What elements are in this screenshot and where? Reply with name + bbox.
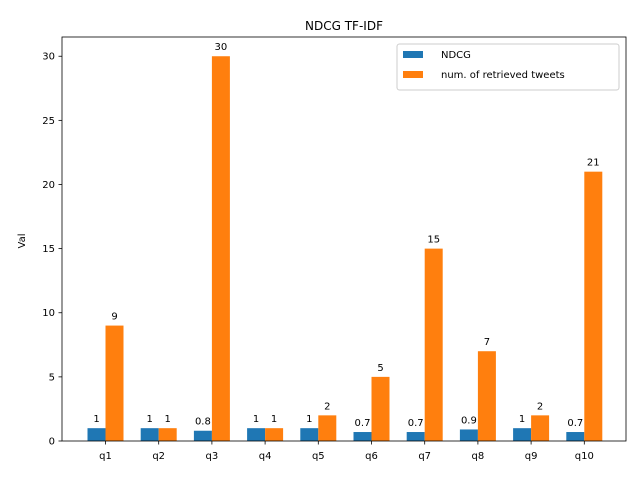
- data-label-retrieved-q6: 5: [377, 363, 383, 374]
- x-tick-label-q10: q10: [575, 451, 594, 462]
- x-tick-label-q5: q5: [312, 451, 325, 462]
- data-label-ndcg-q10: 0.7: [567, 418, 583, 429]
- bar-ndcg-q7: [406, 432, 425, 441]
- bar-retrieved-q4: [265, 428, 284, 441]
- x-tick-label-q4: q4: [259, 451, 272, 462]
- data-label-ndcg-q8: 0.9: [461, 415, 477, 426]
- chart-title: NDCG TF-IDF: [305, 19, 383, 33]
- data-label-ndcg-q6: 0.7: [355, 418, 371, 429]
- x-tick-label-q7: q7: [418, 451, 431, 462]
- data-label-retrieved-q1: 9: [111, 312, 117, 323]
- bar-ndcg-q2: [140, 428, 159, 441]
- data-label-retrieved-q9: 2: [537, 401, 543, 412]
- legend-box: [396, 43, 620, 91]
- data-label-ndcg-q5: 1: [306, 414, 312, 425]
- x-axis-ticks: q1 q2 q3 q4 q5 q6 q7 q8 q9 q10: [99, 441, 594, 462]
- x-tick-label-q2: q2: [152, 451, 165, 462]
- data-label-retrieved-q10: 21: [587, 158, 600, 169]
- data-label-ndcg-q7: 0.7: [408, 418, 424, 429]
- bar-ndcg-q6: [353, 432, 372, 441]
- bar-ndcg-q9: [513, 428, 532, 441]
- bar-ndcg-q10: [566, 432, 585, 441]
- bar-retrieved-q8: [477, 351, 496, 441]
- y-tick-label-10: 10: [42, 308, 55, 319]
- bar-retrieved-q5: [318, 415, 337, 441]
- bar-retrieved-q6: [371, 376, 390, 441]
- bar-retrieved-q7: [424, 248, 443, 441]
- plot-frame: [61, 36, 627, 442]
- y-tick-label-5: 5: [49, 372, 55, 383]
- bar-ndcg-q3: [193, 430, 212, 441]
- data-label-ndcg-q4: 1: [253, 414, 259, 425]
- bar-ndcg-q1: [87, 428, 106, 441]
- y-tick-label-30: 30: [42, 52, 55, 63]
- legend-swatch-retrieved: [403, 71, 423, 78]
- x-tick-label-q1: q1: [99, 451, 112, 462]
- legend-swatch-ndcg: [403, 51, 423, 58]
- data-labels-layer: 1 9 1 1 0.8 30 1 1 1 2 0.7 5 0.7 15 0.9 7 1 2 0.7 21: [93, 42, 599, 429]
- y-axis-ticks: 0 5 10 15 20 25 30: [42, 52, 62, 448]
- y-tick-label-25: 25: [42, 116, 55, 127]
- y-tick-label-0: 0: [49, 437, 55, 448]
- x-tick-label-q6: q6: [365, 451, 378, 462]
- bar-retrieved-q3: [211, 56, 230, 441]
- data-label-ndcg-q1: 1: [93, 414, 99, 425]
- bar-ndcg-q4: [247, 428, 266, 441]
- bar-retrieved-q10: [584, 171, 603, 441]
- legend-label-retrieved: num. of retrieved tweets: [441, 70, 565, 81]
- bar-retrieved-q1: [105, 325, 124, 441]
- data-label-ndcg-q3: 0.8: [195, 417, 211, 428]
- x-tick-label-q8: q8: [472, 451, 485, 462]
- data-label-retrieved-q5: 2: [324, 401, 330, 412]
- data-label-ndcg-q2: 1: [147, 414, 153, 425]
- data-label-retrieved-q7: 15: [427, 235, 440, 246]
- data-label-retrieved-q3: 30: [215, 42, 228, 53]
- bar-retrieved-q9: [531, 415, 550, 441]
- x-tick-label-q3: q3: [206, 451, 219, 462]
- data-label-retrieved-q8: 7: [484, 337, 490, 348]
- data-label-ndcg-q9: 1: [519, 414, 525, 425]
- data-label-retrieved-q2: 1: [165, 414, 171, 425]
- legend: NDCG num. of retrieved tweets: [396, 43, 620, 91]
- data-label-retrieved-q4: 1: [271, 414, 277, 425]
- legend-label-ndcg: NDCG: [441, 50, 471, 61]
- bar-ndcg-q5: [300, 428, 319, 441]
- y-tick-label-15: 15: [42, 244, 55, 255]
- y-tick-label-20: 20: [42, 180, 55, 191]
- bar-ndcg-q8: [459, 429, 478, 441]
- bars-layer: [87, 56, 603, 441]
- x-tick-label-q9: q9: [525, 451, 538, 462]
- bar-retrieved-q2: [158, 428, 177, 441]
- y-axis-label: Val: [17, 234, 28, 249]
